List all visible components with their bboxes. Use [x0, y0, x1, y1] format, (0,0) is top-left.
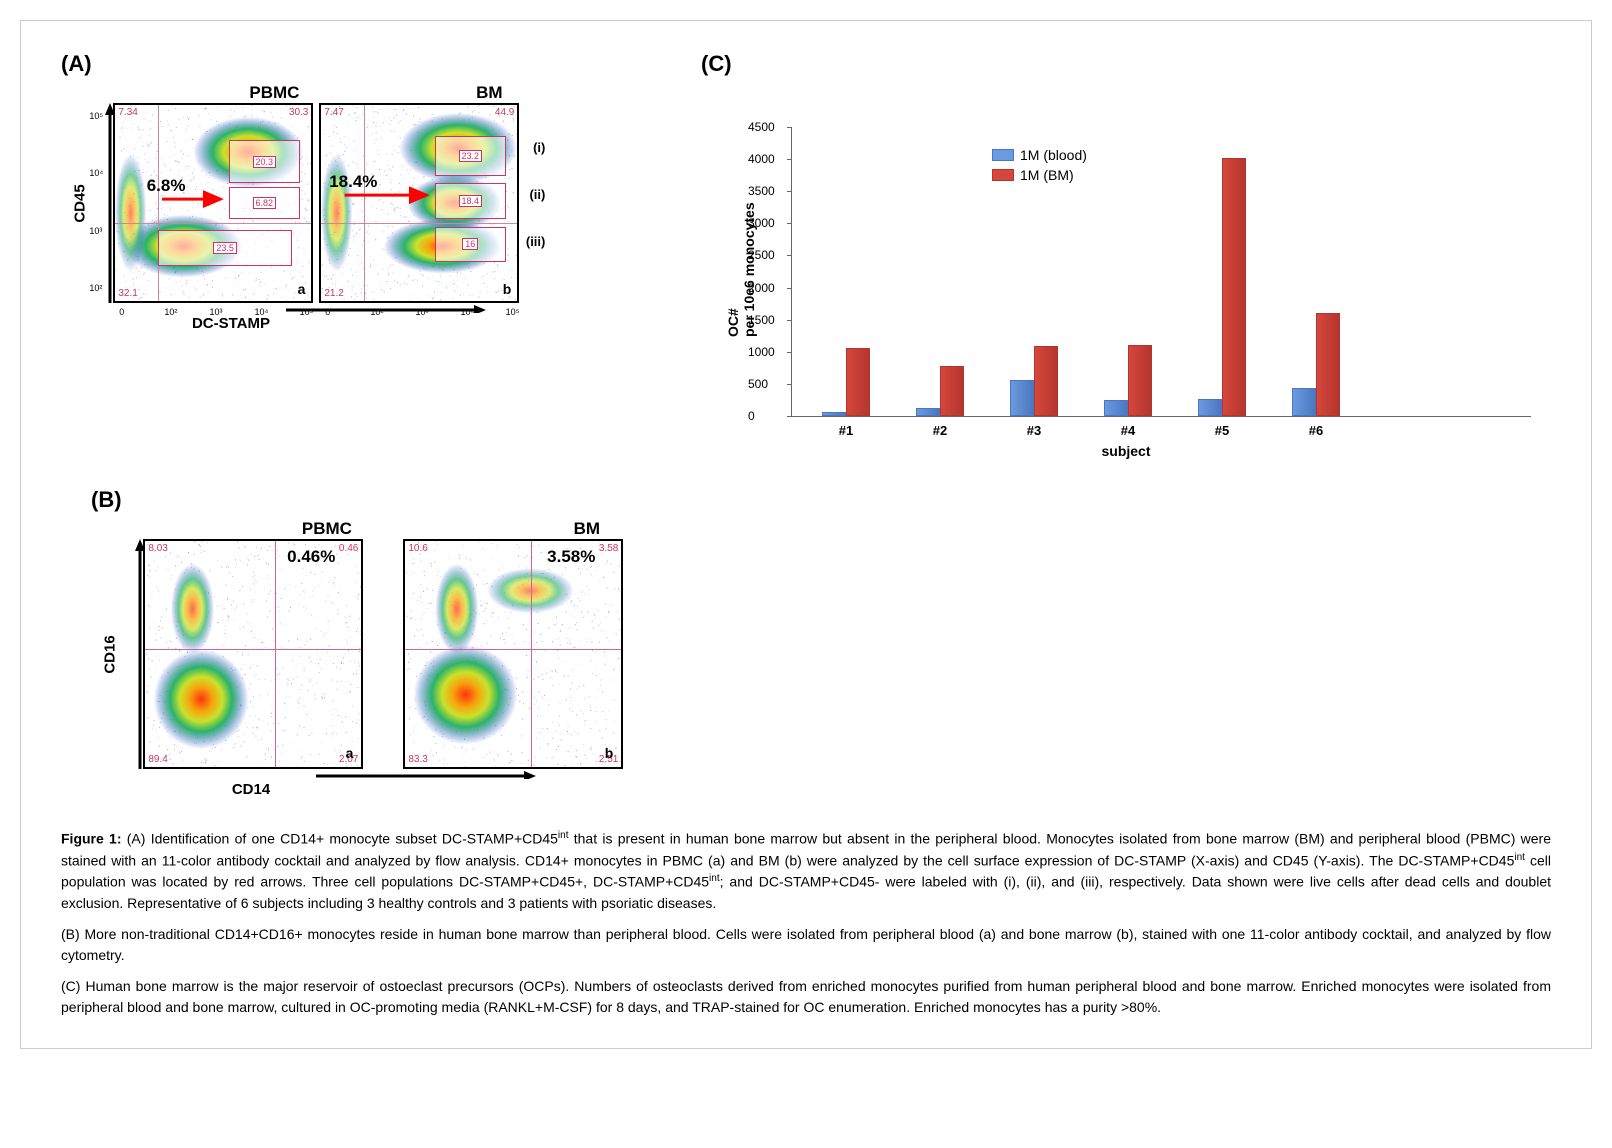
axis-arrow-x-icon [316, 769, 536, 779]
subplot-id: b [503, 281, 512, 297]
bar-y-tick: 3000 [748, 216, 775, 230]
x-tick: 10⁴ [461, 307, 475, 317]
legend-label: 1M (blood) [1020, 147, 1087, 163]
bar-y-tick: 1000 [748, 345, 775, 359]
bar [822, 412, 846, 416]
bar-x-label: #2 [933, 423, 947, 438]
x-tick: 10⁵ [506, 307, 520, 317]
panel-b-yaxis: CD16 [102, 635, 119, 673]
bar [916, 408, 940, 416]
corner-tr: 0.46 [339, 543, 358, 554]
panel-b-title-pbmc: PBMC [302, 519, 352, 539]
bar-x-label: #5 [1215, 423, 1229, 438]
panel-a: (A) PBMC BM CD45 7.3430.332.120.36.8223.… [61, 51, 641, 457]
panel-b: (B) PBMC BM CD16 8.030.4689.42.070.46%a1… [91, 487, 711, 798]
bar-x-label: #4 [1121, 423, 1135, 438]
bar-y-tick: 500 [748, 377, 768, 391]
bar-y-tick: 1500 [748, 313, 775, 327]
bar [1128, 345, 1152, 416]
pct-callout: 3.58% [547, 547, 595, 567]
x-tick: 10⁴ [255, 307, 269, 317]
bar-y-tick: 0 [748, 409, 755, 423]
arrow-icon [115, 105, 311, 301]
bar-x-label: #6 [1309, 423, 1323, 438]
bar [1292, 388, 1316, 416]
bar-y-tick: 4000 [748, 152, 775, 166]
figure-container: (A) PBMC BM CD45 7.3430.332.120.36.8223.… [20, 20, 1592, 1049]
legend-item: 1M (BM) [992, 167, 1087, 183]
panel-b-xaxis: CD14 [141, 781, 361, 798]
bar [1034, 346, 1058, 416]
x-tick: 10⁵ [300, 307, 314, 317]
bar-x-label: #1 [839, 423, 853, 438]
arrow-icon [321, 105, 517, 301]
bar-y-tick: 4500 [748, 120, 775, 134]
flow-plot-b1: 8.030.4689.42.070.46%a [143, 539, 363, 769]
x-tick: 0 [119, 307, 124, 317]
x-tick: 10² [164, 307, 177, 317]
subplot-id: b [605, 745, 614, 761]
panel-c-label: (C) [701, 51, 1551, 77]
corner-tl: 10.6 [408, 543, 427, 554]
subplot-id: a [346, 745, 354, 761]
y-tick: 10⁵ [89, 111, 103, 121]
bar [1198, 399, 1222, 416]
flow-plot-a2: 7.4744.921.223.218.41618.4%b(i)(ii)(iii)… [319, 103, 519, 303]
bar-chart: OC# per 10e6 monocytes 1M (blood)1M (BM)… [701, 117, 1551, 457]
legend-swatch-icon [992, 149, 1014, 161]
bar-x-title: subject [1101, 443, 1150, 459]
panel-c: (C) OC# per 10e6 monocytes 1M (blood)1M … [701, 51, 1551, 457]
panel-a-title-bm: BM [476, 83, 502, 103]
caption-a: Figure 1: (A) Identification of one CD14… [61, 828, 1551, 914]
caption-b: (B) More non-traditional CD14+CD16+ mono… [61, 924, 1551, 966]
flow-plot-b2: 10.63.5883.32.513.58%b [403, 539, 623, 769]
x-tick: 10² [370, 307, 383, 317]
flow-plot-a1: 7.3430.332.120.36.8223.56.8%a010²10³10⁴1… [113, 103, 313, 303]
bar-legend: 1M (blood) 1M (BM) [992, 147, 1087, 187]
y-tick: 10² [89, 283, 102, 293]
panel-a-title-pbmc: PBMC [249, 83, 299, 103]
x-tick: 10³ [415, 307, 428, 317]
panel-b-title-bm: BM [574, 519, 600, 539]
x-tick: 0 [325, 307, 330, 317]
pct-callout: 0.46% [287, 547, 335, 567]
subplot-id: a [298, 281, 306, 297]
bar [1316, 313, 1340, 416]
bar [940, 366, 964, 416]
axis-arrow-y-icon [133, 539, 143, 769]
panel-a-label: (A) [61, 51, 641, 77]
corner-bl: 83.3 [408, 754, 427, 765]
legend-item: 1M (blood) [992, 147, 1087, 163]
legend-swatch-icon [992, 169, 1014, 181]
corner-tl: 8.03 [148, 543, 167, 554]
bar-y-tick: 3500 [748, 184, 775, 198]
panel-b-label: (B) [91, 487, 711, 513]
bar-x-label: #3 [1027, 423, 1041, 438]
panel-a-xaxis: DC-STAMP [131, 315, 331, 332]
side-label: (i) [533, 140, 545, 155]
panel-a-yaxis: CD45 [72, 184, 89, 222]
y-tick: 10⁴ [89, 168, 103, 178]
corner-bl: 89.4 [148, 754, 167, 765]
bar [1222, 158, 1246, 416]
bar [1104, 400, 1128, 416]
x-tick: 10³ [209, 307, 222, 317]
axis-arrow-y-icon [103, 103, 113, 303]
axis-arrow-x-icon [286, 303, 486, 313]
side-label: (ii) [529, 187, 545, 202]
corner-tr: 3.58 [599, 543, 618, 554]
bar [1010, 380, 1034, 416]
y-tick: 10³ [89, 226, 102, 236]
bar-y-tick: 2500 [748, 248, 775, 262]
bar-y-tick: 2000 [748, 281, 775, 295]
bar [846, 348, 870, 416]
side-label: (iii) [526, 234, 546, 249]
top-row: (A) PBMC BM CD45 7.3430.332.120.36.8223.… [61, 51, 1551, 457]
caption-c: (C) Human bone marrow is the major reser… [61, 976, 1551, 1018]
legend-label: 1M (BM) [1020, 167, 1074, 183]
